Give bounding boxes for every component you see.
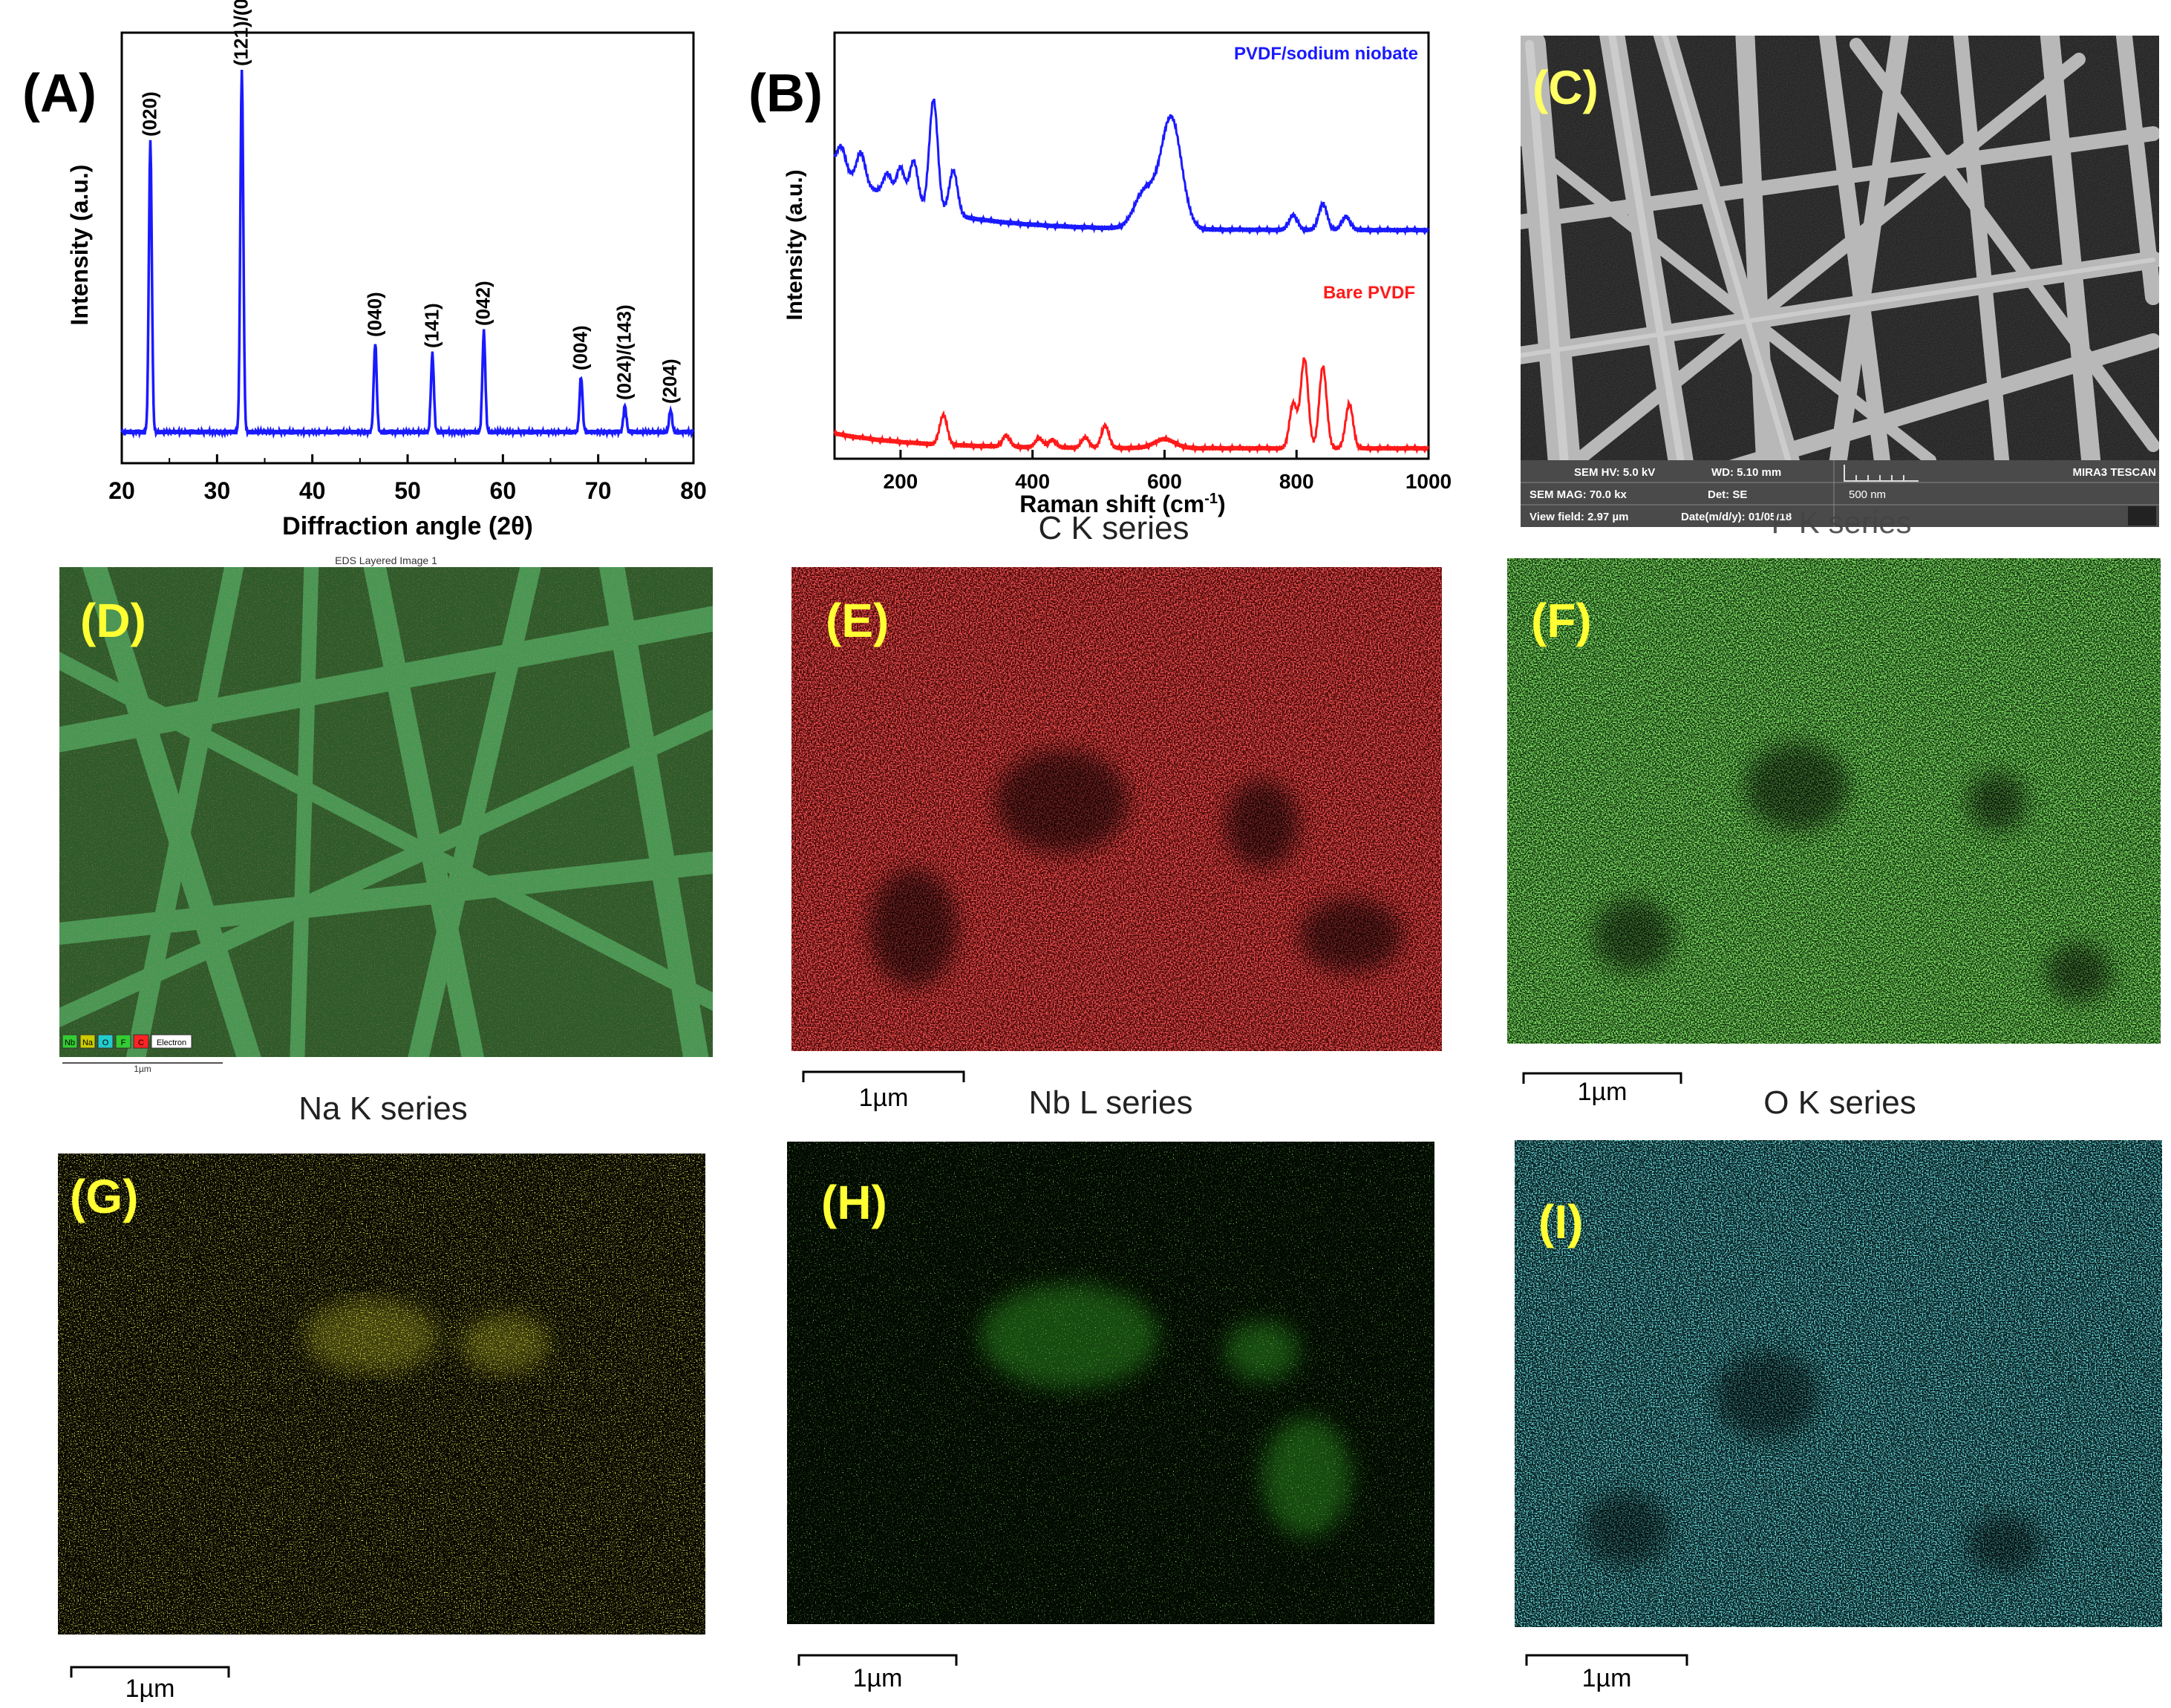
panel-b-plot-frame: [833, 31, 1430, 460]
panel-i-scale-label: 1µm: [1582, 1664, 1632, 1692]
raman-x-tick-label: 1000: [1406, 470, 1452, 493]
panel-b-x-axis-label: Raman shift (cm-1): [1019, 491, 1225, 517]
panel-e-scale-bar: [802, 1070, 965, 1082]
eds-legend-label: Electron: [157, 1038, 186, 1047]
xrd-peak-label: (042): [472, 281, 494, 326]
eds-legend-label: F: [121, 1038, 126, 1047]
panel-g-scale-label: 1µm: [125, 1675, 175, 1703]
xrd-peak-label: (024)/(143): [613, 304, 636, 400]
panel-d-legend: Nb Na O F C Electron: [62, 1034, 192, 1049]
panel-f-scale-label: 1µm: [1578, 1078, 1628, 1106]
panel-i-scale-bar: [1525, 1654, 1688, 1666]
eds-legend-swatch: [97, 1034, 114, 1049]
xrd-peak-label: (040): [363, 292, 385, 337]
xrd-x-tick-label: 30: [204, 477, 231, 504]
sem-hv-text: SEM HV: 5.0 kV: [1574, 466, 1655, 479]
panel-g-map-title: Na K series: [298, 1090, 467, 1127]
panel-b-series-bare-pvdf: [833, 357, 1429, 455]
eds-legend-label: Na: [82, 1038, 94, 1047]
panel-h-scale-bar: [797, 1654, 958, 1666]
eds-legend-label: O: [102, 1038, 109, 1047]
panel-h-scale-label: 1µm: [853, 1664, 903, 1692]
panel-e-scale-label: 1µm: [859, 1084, 909, 1112]
panel-c-letter: (C): [1532, 61, 1599, 114]
panel-b-y-axis-label: Intensity (a.u.): [783, 169, 807, 320]
panel-g-scale-bar: [70, 1666, 230, 1678]
eds-legend-swatch: [151, 1034, 192, 1049]
sem-scale-bar: [1844, 465, 1919, 482]
panel-a-x-axis-label: Diffraction angle (2θ): [282, 512, 533, 540]
panel-g-na-map: Na K series (G) 1µm: [58, 1090, 705, 1703]
panel-c-sem-image: SEM HV: 5.0 kV WD: 5.10 mm MIRA3 TESCAN …: [1521, 36, 2159, 527]
panel-b-letter: (B): [748, 64, 823, 123]
panel-d-letter: (D): [80, 594, 146, 647]
panel-a-xrd-trace: [120, 69, 695, 439]
eds-legend-label: C: [138, 1038, 144, 1047]
panel-h-nb-map: Nb L series (H) 1µm: [787, 1084, 1434, 1692]
panel-a-xrd: (A) (020) (121)/(002) (040) (141) (042) (004)…: [22, 0, 707, 540]
panel-i-letter: (I): [1538, 1195, 1583, 1249]
panel-b-legend-bare-pvdf: Bare PVDF: [1323, 283, 1415, 303]
panel-f-f-map: (F) 1µm: [1507, 558, 2161, 1106]
xrd-x-tick-label: 70: [585, 477, 612, 504]
panel-a-peak-labels: (020) (121)/(002) (040) (141) (042) (004) (024…: [139, 0, 682, 404]
panel-c-sem-info-bar: SEM HV: 5.0 kV WD: 5.10 mm MIRA3 TESCAN …: [1521, 460, 2159, 527]
panel-d-eds-layered: EDS Layered Image 1 (D) Nb Na O F C Electron …: [59, 554, 713, 1074]
panel-a-plot-frame: [120, 31, 695, 465]
panel-a-x-ticks: 20 30 40 50 60 70 80: [108, 454, 707, 504]
panel-h-letter: (H): [821, 1176, 887, 1229]
eds-legend-swatch: [115, 1034, 131, 1049]
xrd-peak-label: (004): [569, 325, 592, 370]
xrd-peak-label: (020): [139, 91, 161, 137]
panel-e-map-title: C K series: [1039, 510, 1189, 546]
eds-legend-swatch: [79, 1034, 96, 1049]
panel-b-raman: (B) 200 400 600 800 1000 PVDF/sodium niobate…: [748, 31, 1452, 517]
panel-h-map-title: Nb L series: [1029, 1084, 1193, 1121]
panel-e-c-map: C K series (E) 1µm: [791, 510, 1442, 1112]
panel-b-x-ticks: 200 400 600 800 1000: [884, 450, 1452, 493]
panel-b-legend-pvdf-nbo: PVDF/sodium niobate: [1234, 44, 1418, 64]
panel-c-nanofibers: [1521, 36, 2159, 481]
xrd-x-tick-label: 20: [108, 477, 135, 504]
sem-wd-text: WD: 5.10 mm: [1711, 466, 1781, 479]
panel-f-letter: (F): [1531, 594, 1592, 647]
sem-brand-text: MIRA3 TESCAN: [2072, 466, 2156, 479]
panel-a-letter: (A): [22, 64, 97, 123]
panel-g-letter: (G): [70, 1170, 138, 1223]
xrd-x-tick-label: 40: [299, 477, 326, 504]
xrd-x-tick-label: 80: [680, 477, 707, 504]
sem-mag-text: SEM MAG: 70.0 kx: [1530, 488, 1628, 501]
panel-d-scale-label: 1µm: [134, 1064, 151, 1074]
panel-i-map-title: O K series: [1763, 1084, 1916, 1121]
panel-e-letter: (E): [826, 594, 889, 647]
raman-x-tick-label: 400: [1015, 470, 1050, 493]
raman-x-tick-label: 800: [1279, 470, 1314, 493]
xrd-peak-label: (204): [659, 359, 681, 404]
xrd-x-tick-label: 50: [394, 477, 421, 504]
sem-field-text: View field: 2.97 µm: [1530, 511, 1628, 523]
panel-i-o-map: O K series (I) 1µm: [1515, 1084, 2162, 1692]
eds-legend-label: Nb: [65, 1038, 75, 1047]
raman-x-tick-label: 600: [1147, 470, 1182, 493]
panel-b-series-pvdf-nbo: [833, 98, 1429, 236]
xrd-peak-label: (121)/(002): [230, 0, 252, 66]
panel-a-y-axis-label: Intensity (a.u.): [66, 165, 93, 326]
sem-scale-text: 500 nm: [1849, 488, 1886, 501]
xrd-peak-label: (141): [420, 303, 443, 348]
panel-f-scale-bar: [1522, 1072, 1682, 1084]
panel-f-map-title: F K series: [1771, 505, 1911, 540]
eds-legend-swatch: [62, 1034, 78, 1049]
sem-date-text: Date(m/d/y): 01/05/18: [1681, 511, 1792, 523]
eds-legend-swatch: [133, 1034, 149, 1049]
raman-x-tick-label: 200: [884, 470, 918, 493]
xrd-x-tick-label: 60: [490, 477, 517, 504]
sem-det-text: Det: SE: [1708, 488, 1747, 501]
panel-d-layered-title: EDS Layered Image 1: [335, 554, 437, 566]
